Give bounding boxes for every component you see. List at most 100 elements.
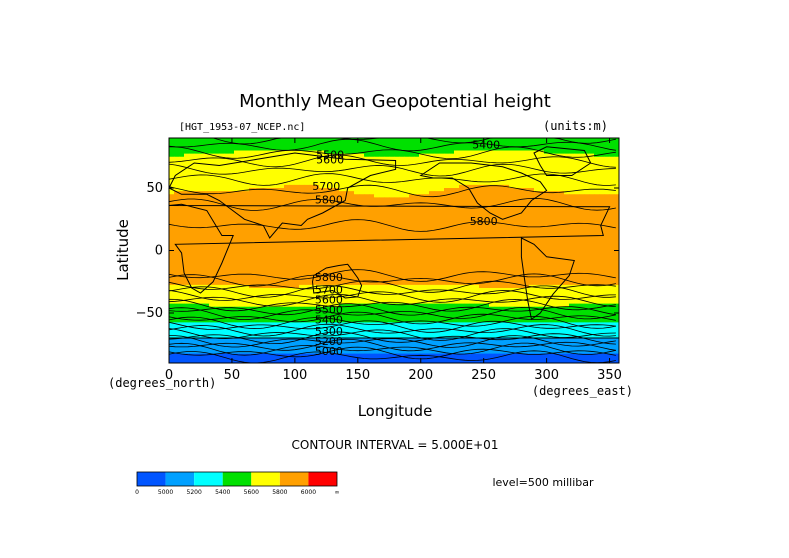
band-cell — [349, 234, 355, 239]
band-cell — [314, 306, 320, 311]
band-cell — [299, 166, 305, 170]
band-cell — [364, 269, 370, 273]
band-cell — [609, 213, 615, 217]
band-cell — [519, 213, 525, 217]
band-cell — [559, 222, 565, 226]
band-cell — [179, 284, 185, 289]
band-cell — [329, 291, 335, 295]
band-cell — [384, 147, 390, 151]
band-cell — [184, 256, 190, 261]
band-cell — [239, 156, 245, 161]
band-cell — [309, 284, 315, 289]
band-cell — [469, 294, 475, 298]
band-cell — [199, 244, 205, 248]
band-cell — [564, 275, 570, 280]
band-cell — [559, 259, 565, 264]
band-cell — [359, 250, 365, 255]
band-cell — [444, 244, 450, 248]
band-cell — [179, 231, 185, 236]
band-cell — [269, 263, 275, 267]
band-cell — [219, 206, 225, 211]
band-cell — [429, 213, 435, 217]
band-cell — [304, 138, 310, 142]
band-cell — [564, 206, 570, 211]
band-cell — [284, 200, 290, 205]
band-cell — [509, 219, 515, 223]
band-cell — [389, 138, 395, 142]
band-cell — [439, 197, 445, 201]
band-cell — [574, 184, 580, 189]
band-cell — [364, 288, 370, 292]
band-cell — [379, 225, 385, 230]
band-cell — [589, 231, 595, 236]
band-cell — [184, 216, 190, 220]
band-cell — [564, 169, 570, 173]
band-cell — [219, 294, 225, 298]
band-cell — [199, 141, 205, 145]
band-cell — [549, 150, 555, 155]
band-cell — [184, 159, 190, 164]
band-cell — [584, 200, 590, 205]
band-cell — [474, 247, 480, 251]
band-cell — [234, 141, 240, 145]
band-cell — [419, 253, 425, 258]
band-cell — [204, 191, 210, 195]
band-cell — [269, 244, 275, 248]
band-cell — [469, 188, 475, 192]
band-cell — [299, 250, 305, 255]
band-cell — [364, 306, 370, 311]
band-cell — [319, 222, 325, 226]
band-cell — [314, 263, 320, 267]
band-cell — [524, 244, 530, 248]
band-cell — [314, 166, 320, 170]
band-cell — [444, 188, 450, 192]
band-cell — [424, 219, 430, 223]
band-cell — [229, 306, 235, 311]
band-cell — [409, 272, 415, 276]
band-cell — [604, 175, 610, 180]
band-cell — [579, 306, 585, 311]
band-cell — [239, 225, 245, 230]
band-cell — [319, 153, 325, 158]
band-cell — [279, 197, 285, 201]
band-cell — [599, 306, 605, 311]
band-cell — [489, 278, 495, 283]
band-cell — [319, 225, 325, 230]
band-cell — [309, 219, 315, 223]
band-cell — [614, 284, 620, 289]
band-cell — [209, 297, 215, 301]
band-cell — [374, 194, 380, 198]
band-cell — [489, 181, 495, 186]
band-cell — [474, 203, 480, 208]
band-cell — [214, 281, 220, 286]
band-cell — [204, 144, 210, 148]
band-cell — [219, 166, 225, 170]
band-cell — [194, 181, 200, 186]
band-cell — [299, 216, 305, 220]
band-cell — [459, 203, 465, 208]
band-cell — [379, 266, 385, 270]
band-cell — [564, 263, 570, 267]
band-cell — [594, 216, 600, 220]
band-cell — [574, 247, 580, 251]
band-cell — [574, 269, 580, 273]
file-label: [HGT_1953-07_NCEP.nc] — [179, 122, 305, 133]
band-cell — [569, 150, 575, 155]
band-cell — [584, 244, 590, 248]
band-cell — [254, 228, 260, 233]
band-cell — [614, 275, 620, 280]
band-cell — [574, 231, 580, 236]
band-cell — [334, 259, 340, 264]
band-cell — [269, 181, 275, 186]
band-cell — [179, 303, 185, 308]
band-cell — [339, 244, 345, 248]
band-cell — [604, 156, 610, 161]
band-cell — [409, 306, 415, 311]
band-cell — [519, 278, 525, 283]
band-cell — [239, 191, 245, 195]
band-cell — [209, 172, 215, 176]
band-cell — [539, 238, 545, 242]
band-cell — [319, 219, 325, 223]
band-cell — [179, 209, 185, 214]
band-cell — [214, 194, 220, 198]
